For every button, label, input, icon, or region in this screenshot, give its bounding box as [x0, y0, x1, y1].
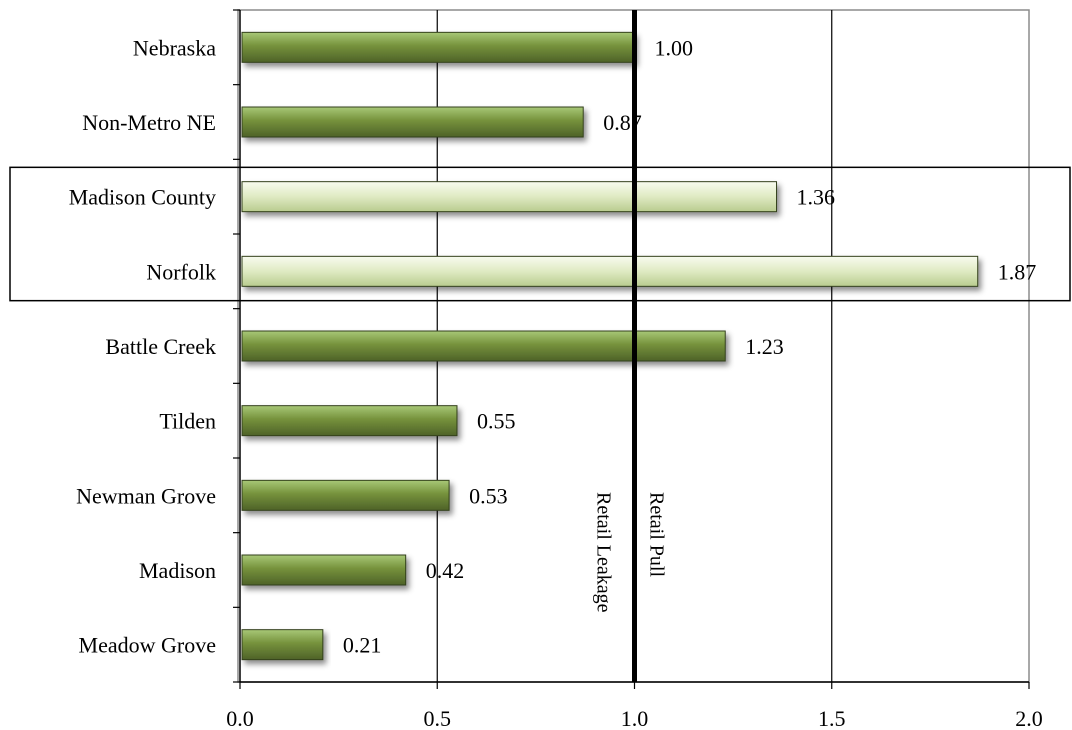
- bar: [241, 31, 635, 63]
- value-label: 1.23: [745, 334, 784, 359]
- x-tick-label: 2.0: [1015, 706, 1043, 730]
- x-tick-label: 0.5: [424, 706, 452, 730]
- x-tick-label: 1.5: [818, 706, 846, 730]
- bar: [241, 479, 450, 511]
- bar: [241, 405, 458, 437]
- bar: [241, 554, 407, 586]
- bar: [241, 106, 584, 138]
- axes: [233, 9, 1030, 689]
- value-label: 0.87: [603, 110, 642, 135]
- retail-pull-label: Retail Pull: [646, 492, 668, 577]
- category-label: Non-Metro NE: [82, 110, 216, 135]
- value-label: 0.21: [343, 633, 382, 658]
- highlight-box-group: [9, 166, 1071, 302]
- category-label: Newman Grove: [76, 483, 216, 508]
- value-label: 0.42: [426, 558, 465, 583]
- retail-leakage-label: Retail Leakage: [593, 492, 615, 613]
- category-label: Nebraska: [133, 35, 216, 60]
- category-label: Norfolk: [146, 259, 216, 284]
- bar: [241, 181, 778, 213]
- category-label: Battle Creek: [105, 334, 216, 359]
- category-label: Madison County: [69, 185, 216, 210]
- value-label: 1.00: [655, 35, 694, 60]
- bars: [241, 31, 979, 661]
- value-label: 1.87: [998, 259, 1037, 284]
- bar: [241, 330, 726, 362]
- value-label: 0.55: [477, 409, 515, 434]
- labels: 0.0 0.5 1.0 1.5 2.0 Nebraska 1.00 Non-Metro NE 0…: [69, 35, 1043, 730]
- highlight-box: [9, 166, 1071, 302]
- x-tick-label: 0.0: [226, 706, 254, 730]
- category-label: Madison: [139, 558, 216, 583]
- x-tick-label: 1.0: [621, 706, 649, 730]
- category-label: Tilden: [159, 409, 216, 434]
- value-label: 0.53: [469, 483, 508, 508]
- category-label: Meadow Grove: [79, 633, 216, 658]
- value-label: 1.36: [797, 185, 836, 210]
- bar: [241, 629, 324, 661]
- bar: [241, 255, 979, 287]
